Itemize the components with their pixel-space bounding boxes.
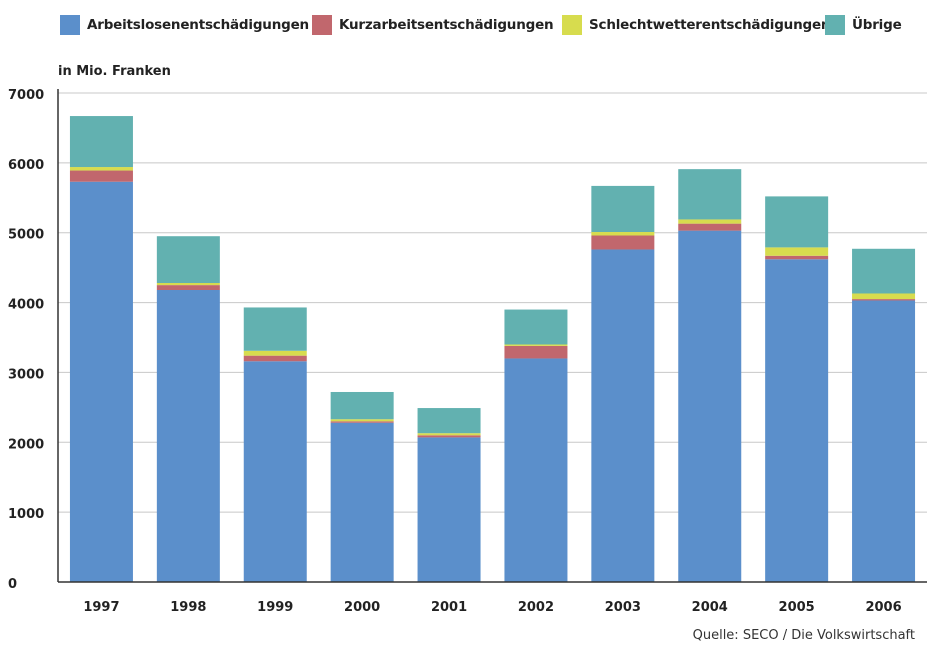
legend: Arbeitslosenentschädigungen Kurzarbeitse… [60, 13, 920, 37]
bar-2003-kurzarbeit [591, 235, 655, 250]
y-tick-label-2000: 2000 [8, 437, 44, 452]
bar-2004-schlechtwetter [678, 219, 742, 224]
x-tick-label-1997: 1997 [83, 600, 119, 615]
legend-swatch-arbeitslosen [60, 15, 80, 35]
y-tick-label-0: 0 [8, 577, 17, 592]
bar-2002-arbeitslosen [504, 358, 568, 582]
y-tick-label-7000: 7000 [8, 88, 44, 103]
x-tick-label-2003: 2003 [605, 600, 641, 615]
bar-2004-kurzarbeit [678, 223, 742, 231]
bar-2004-uebrige [678, 169, 742, 220]
bar-2003-schlechtwetter [591, 232, 655, 236]
bar-1998-uebrige [156, 236, 220, 284]
legend-swatch-kurzarbeit [312, 15, 332, 35]
bar-2006-kurzarbeit [852, 299, 916, 301]
bar-1998-kurzarbeit [156, 285, 220, 290]
x-tick-label-2000: 2000 [344, 600, 380, 615]
bar-1999-schlechtwetter [243, 350, 307, 356]
y-tick-label-4000: 4000 [8, 298, 44, 313]
y-tick-label-5000: 5000 [8, 228, 44, 243]
bar-2002-schlechtwetter [504, 344, 568, 346]
bar-2006-uebrige [852, 248, 916, 294]
legend-label-arbeitslosen: Arbeitslosenentschädigungen [87, 17, 309, 33]
bar-2002-uebrige [504, 309, 568, 345]
bar-1997-uebrige [69, 116, 133, 168]
bar-2005-uebrige [765, 196, 829, 248]
bar-2006-arbeitslosen [852, 300, 916, 582]
bar-1998-arbeitslosen [156, 289, 220, 582]
bar-2000-uebrige [330, 391, 394, 420]
y-tick-label-1000: 1000 [8, 507, 44, 522]
x-tick-label-1998: 1998 [170, 600, 206, 615]
bar-2005-kurzarbeit [765, 255, 829, 260]
bar-1999-arbeitslosen [243, 361, 307, 582]
legend-label-kurzarbeit: Kurzarbeitsentschädigungen [339, 17, 554, 33]
bar-2002-kurzarbeit [504, 345, 568, 359]
legend-label-uebrige: Übrige [852, 17, 902, 33]
source-note: Quelle: SECO / Die Volkswirtschaft [692, 628, 915, 643]
bar-2005-arbeitslosen [765, 259, 829, 582]
bar-2000-arbeitslosen [330, 422, 394, 582]
x-tick-label-2002: 2002 [518, 600, 554, 615]
bar-2003-uebrige [591, 185, 655, 233]
bar-2006-schlechtwetter [852, 293, 916, 300]
bar-2001-kurzarbeit [417, 435, 481, 438]
x-tick-label-2004: 2004 [692, 600, 728, 615]
bar-2003-arbeitslosen [591, 249, 655, 583]
x-tick-label-2005: 2005 [779, 600, 815, 615]
bar-2004-arbeitslosen [678, 230, 742, 582]
legend-swatch-uebrige [825, 15, 845, 35]
bar-2005-schlechtwetter [765, 247, 829, 256]
bar-2000-kurzarbeit [330, 421, 394, 423]
x-tick-label-2001: 2001 [431, 600, 467, 615]
bar-1997-arbeitslosen [69, 181, 133, 582]
y-tick-label-3000: 3000 [8, 367, 44, 382]
bar-1999-kurzarbeit [243, 355, 307, 362]
x-tick-label-2006: 2006 [865, 600, 901, 615]
bar-2001-arbeitslosen [417, 437, 481, 582]
legend-label-schlechtwetter: Schlechtwetterentschädigungen [589, 17, 831, 33]
bar-2001-schlechtwetter [417, 433, 481, 436]
bar-1997-schlechtwetter [69, 167, 133, 171]
bar-1999-uebrige [243, 307, 307, 351]
x-tick-label-1999: 1999 [257, 600, 293, 615]
bar-2000-schlechtwetter [330, 419, 394, 422]
bar-1997-kurzarbeit [69, 170, 133, 182]
y-axis-unit-label: in Mio. Franken [58, 64, 171, 79]
bar-1998-schlechtwetter [156, 283, 220, 286]
y-tick-label-6000: 6000 [8, 158, 44, 173]
bar-2001-uebrige [417, 408, 481, 434]
legend-swatch-schlechtwetter [562, 15, 582, 35]
